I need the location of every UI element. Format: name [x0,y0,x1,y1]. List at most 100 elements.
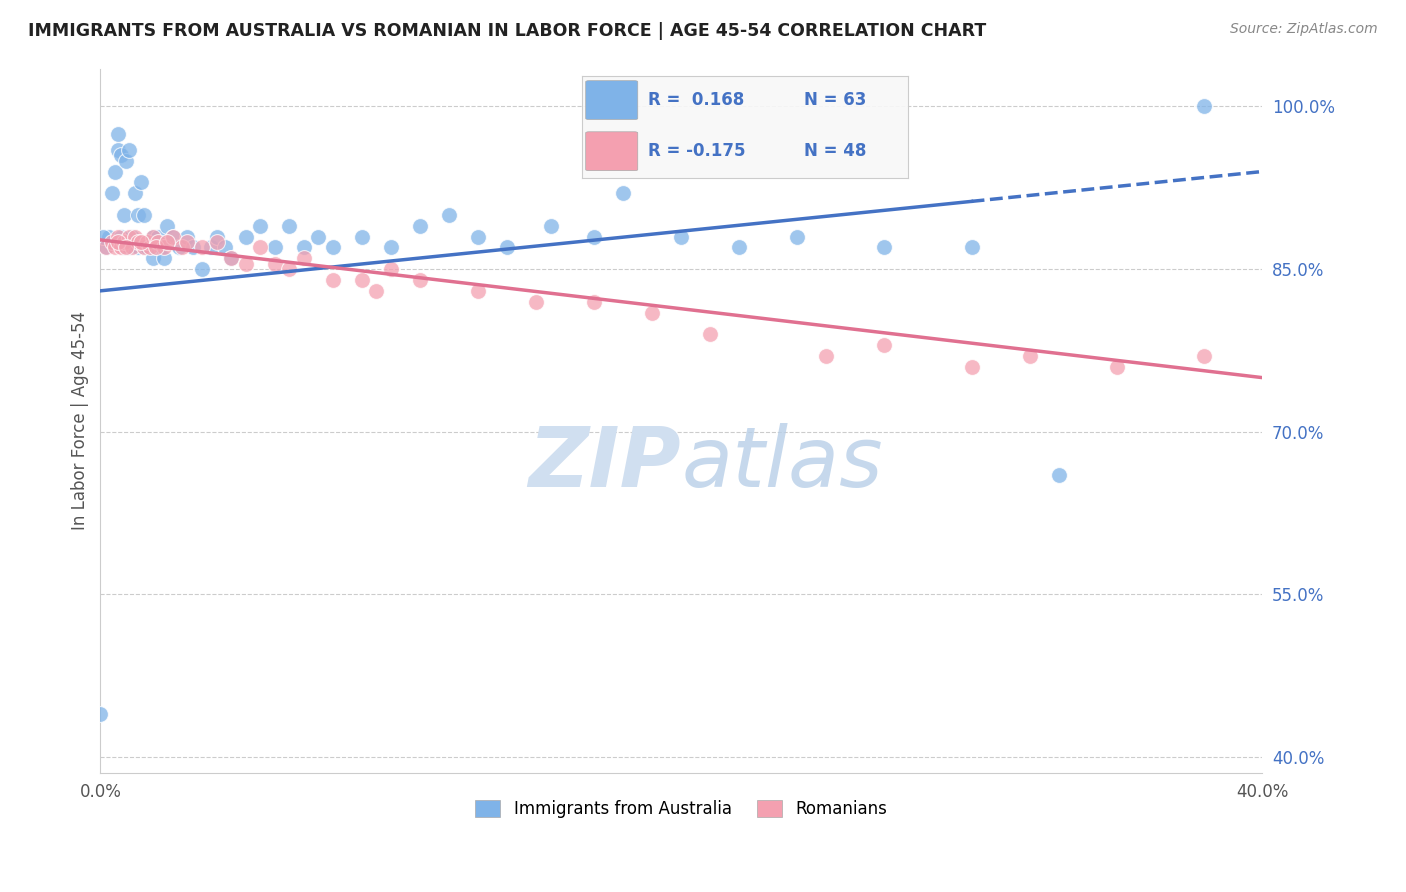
Point [191,262,214,277]
Point [249,219,271,233]
Legend: Immigrants from Australia, Romanians: Immigrants from Australia, Romanians [468,794,894,825]
Text: atlas: atlas [681,423,883,504]
Point [138,240,160,254]
Point [118,143,141,157]
Point [409,219,432,233]
Point [219,252,242,266]
Point [132,240,155,254]
Point [162,229,184,244]
Point [118,229,141,244]
Point [350,229,373,244]
Point [112,208,135,222]
Point [142,229,165,244]
Point [366,284,388,298]
Point [115,240,138,254]
Point [124,229,146,244]
Point [219,252,242,266]
Point [135,240,157,254]
Point [960,359,983,374]
Point [409,273,432,287]
Point [156,219,179,233]
Point [786,229,808,244]
Point [145,240,167,254]
Point [104,164,127,178]
Point [148,229,170,244]
Point [91,229,114,244]
Point [112,240,135,254]
Point [138,240,160,254]
Point [153,240,176,254]
Point [496,240,519,254]
Point [249,240,271,254]
Point [205,229,228,244]
Point [214,240,236,254]
Point [380,262,402,277]
Point [235,229,257,244]
Point [135,235,157,249]
Point [89,706,111,721]
Point [292,240,315,254]
Point [380,240,402,254]
Point [110,229,132,244]
Point [191,240,214,254]
Point [235,257,257,271]
Point [153,252,176,266]
Point [115,153,138,168]
Point [121,240,143,254]
Point [437,208,460,222]
Point [129,235,152,249]
Point [124,186,146,201]
Point [101,186,124,201]
Point [278,262,301,277]
Point [540,219,562,233]
Point [815,349,838,363]
Point [873,240,896,254]
Point [107,229,129,244]
Point [162,229,184,244]
Point [322,273,344,287]
Point [467,229,489,244]
Point [467,284,489,298]
Point [278,219,301,233]
Point [156,235,179,249]
Point [583,294,606,309]
Point [132,240,155,254]
Point [1047,468,1070,483]
Point [96,240,118,254]
Point [101,235,124,249]
Point [307,229,329,244]
Point [150,240,173,254]
Point [524,294,547,309]
Point [1192,349,1215,363]
Point [176,229,198,244]
Text: IMMIGRANTS FROM AUSTRALIA VS ROMANIAN IN LABOR FORCE | AGE 45-54 CORRELATION CHA: IMMIGRANTS FROM AUSTRALIA VS ROMANIAN IN… [28,22,987,40]
Point [127,235,149,249]
Point [1018,349,1040,363]
Point [583,229,606,244]
Point [322,240,344,254]
Point [107,235,129,249]
Point [641,305,664,319]
Point [960,240,983,254]
Point [170,240,193,254]
Point [1192,99,1215,113]
Point [350,273,373,287]
Point [292,252,315,266]
Text: Source: ZipAtlas.com: Source: ZipAtlas.com [1230,22,1378,37]
Point [118,240,141,254]
Point [110,148,132,162]
Point [107,127,129,141]
Point [127,208,149,222]
Point [612,186,634,201]
Point [181,240,204,254]
Point [873,338,896,352]
Point [263,257,285,271]
Point [200,240,222,254]
Point [145,240,167,254]
Point [142,229,165,244]
Point [107,143,129,157]
Point [96,240,118,254]
Point [121,229,143,244]
Point [205,235,228,249]
Point [699,327,721,342]
